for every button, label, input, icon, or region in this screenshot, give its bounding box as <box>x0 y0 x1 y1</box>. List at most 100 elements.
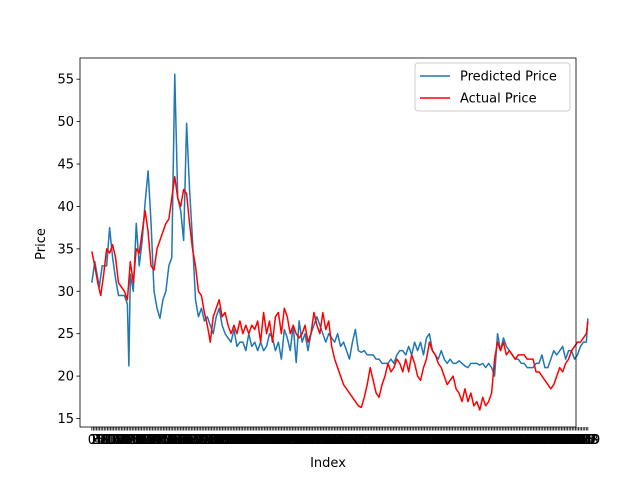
x-tick-label: 175 <box>352 433 377 448</box>
x-tick-label: 198 <box>387 433 412 448</box>
x-tick-label: 291 <box>532 433 557 448</box>
x-tick-label: 111 <box>252 433 277 448</box>
x-tick-label: 193 <box>380 433 405 448</box>
x-tick-label: 309 <box>560 433 585 448</box>
x-tick-label: 319 <box>575 433 600 448</box>
x-tick-label: 2 <box>91 433 99 448</box>
x-tick-label: 244 <box>459 433 484 448</box>
x-tick-label: 195 <box>383 433 408 448</box>
x-tick-label: 261 <box>485 433 510 448</box>
x-tick-label: 206 <box>400 433 425 448</box>
x-tick-label: 278 <box>512 433 537 448</box>
x-tick-label: 18 <box>112 433 129 448</box>
x-tick-label: 29 <box>129 433 146 448</box>
x-tick-label: 212 <box>409 433 434 448</box>
x-tick-label: 208 <box>403 433 428 448</box>
x-tick-label: 268 <box>496 433 521 448</box>
x-tick-label: 44 <box>152 433 169 448</box>
x-tick-label: 238 <box>449 433 474 448</box>
x-tick-label: 296 <box>540 433 565 448</box>
y-tick-label: 45 <box>57 158 74 173</box>
x-tick-label: 107 <box>246 433 271 448</box>
x-tick-label: 52 <box>164 433 181 448</box>
x-tick-label: 273 <box>504 433 529 448</box>
x-tick-label: 315 <box>569 433 594 448</box>
x-tick-label: 218 <box>418 433 443 448</box>
x-tick-label: 187 <box>370 433 395 448</box>
x-tick-label: 167 <box>339 433 364 448</box>
y-tick-label: 40 <box>57 200 74 215</box>
x-tick-label: 200 <box>390 433 415 448</box>
x-tick-label: 298 <box>543 433 568 448</box>
x-tick-label: 214 <box>412 433 437 448</box>
x-tick-label: 28 <box>127 433 144 448</box>
x-tick-label: 221 <box>423 433 448 448</box>
x-tick-label: 46 <box>155 433 172 448</box>
x-tick-label: 124 <box>272 433 297 448</box>
x-tick-label: 43 <box>150 433 167 448</box>
x-tick-label: 222 <box>425 433 450 448</box>
x-tick-label: 151 <box>314 433 339 448</box>
x-tick-label: 10 <box>99 433 116 448</box>
x-tick-label: 297 <box>541 433 566 448</box>
x-tick-label: 74 <box>199 433 216 448</box>
x-tick-label: 194 <box>381 433 406 448</box>
y-tick-label: 25 <box>57 327 74 342</box>
x-tick-label: 20 <box>115 433 132 448</box>
x-tick-label: 48 <box>158 433 175 448</box>
x-tick-label: 39 <box>144 433 161 448</box>
x-tick-label: 263 <box>488 433 513 448</box>
x-tick-label: 57 <box>172 433 189 448</box>
x-tick-label: 243 <box>457 433 482 448</box>
x-tick-label: 32 <box>133 433 150 448</box>
y-tick-label: 50 <box>57 115 74 130</box>
x-axis-label: Index <box>310 456 346 471</box>
x-tick-label: 66 <box>186 433 203 448</box>
x-tick-label: 146 <box>306 433 331 448</box>
x-tick-label: 101 <box>236 433 261 448</box>
y-tick-label: 35 <box>57 242 74 257</box>
x-tick-label: 293 <box>535 433 560 448</box>
x-tick-label: 75 <box>200 433 217 448</box>
x-tick-label: 232 <box>440 433 465 448</box>
x-tick-label: 176 <box>353 433 378 448</box>
x-tick-label: 156 <box>322 433 347 448</box>
x-tick-label: 274 <box>505 433 530 448</box>
x-tick-label: 54 <box>168 433 185 448</box>
x-tick-label: 63 <box>182 433 199 448</box>
x-tick-label: 94 <box>230 433 247 448</box>
x-tick-label: 249 <box>467 433 492 448</box>
x-tick-label: 90 <box>224 433 241 448</box>
x-tick-label: 158 <box>325 433 350 448</box>
y-axis-label: Price <box>34 228 49 260</box>
x-tick-label: 33 <box>135 433 152 448</box>
x-tick-label: 109 <box>249 433 274 448</box>
x-tick-label: 207 <box>401 433 426 448</box>
x-tick-label: 306 <box>555 433 580 448</box>
x-tick-label: 204 <box>397 433 422 448</box>
x-tick-label: 95 <box>231 433 248 448</box>
x-tick-label: 144 <box>303 433 328 448</box>
x-tick-label: 177 <box>355 433 380 448</box>
x-tick-label: 16 <box>108 433 125 448</box>
x-tick-label: 123 <box>271 433 296 448</box>
x-tick-label: 277 <box>510 433 535 448</box>
x-tick-label: 118 <box>263 433 288 448</box>
x-tick-label: 169 <box>342 433 367 448</box>
x-tick-label: 246 <box>462 433 487 448</box>
x-tick-label: 286 <box>524 433 549 448</box>
x-tick-label: 100 <box>235 433 260 448</box>
x-tick-label: 31 <box>132 433 149 448</box>
x-tick-label: 192 <box>378 433 403 448</box>
x-tick-label: 110 <box>250 433 275 448</box>
x-tick-label: 91 <box>225 433 242 448</box>
x-tick-label: 295 <box>538 433 563 448</box>
x-tick-label: 289 <box>529 433 554 448</box>
x-tick-label: 292 <box>533 433 558 448</box>
x-tick-label: 217 <box>417 433 442 448</box>
x-tick-label: 226 <box>431 433 456 448</box>
x-tick-label: 41 <box>147 433 164 448</box>
x-axis-ticks: 0123456789101112131415161718192021222324… <box>88 427 600 448</box>
x-tick-label: 21 <box>116 433 133 448</box>
x-tick-label: 178 <box>356 433 381 448</box>
